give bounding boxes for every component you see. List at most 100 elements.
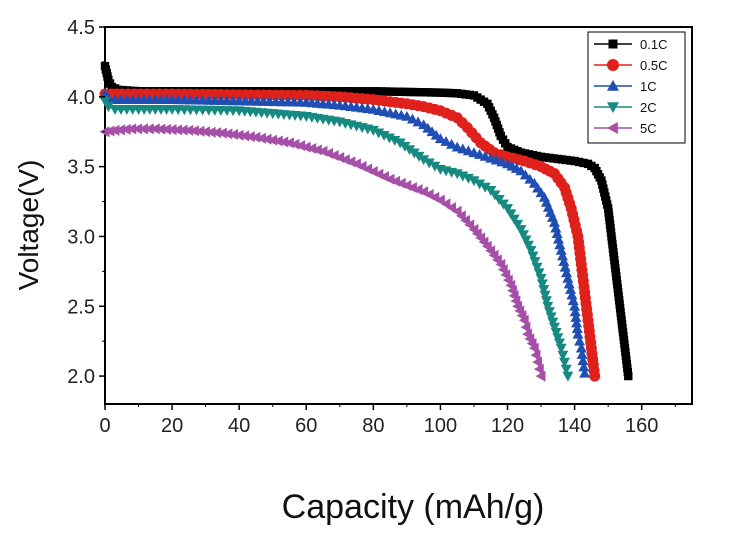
- data-point: [550, 328, 562, 338]
- data-point: [545, 312, 557, 323]
- series-05C: [99, 88, 601, 382]
- data-point: [311, 144, 322, 156]
- data-point: [233, 129, 244, 141]
- data-point: [306, 142, 317, 154]
- data-point: [571, 323, 583, 333]
- data-point: [575, 342, 587, 353]
- data-point: [508, 214, 520, 225]
- data-point: [548, 216, 560, 227]
- x-tick-label: 120: [491, 415, 524, 437]
- data-point: [538, 285, 550, 296]
- data-point: [429, 161, 441, 172]
- data-point: [522, 240, 534, 251]
- series-2C: [99, 96, 574, 382]
- data-point: [479, 182, 491, 193]
- data-point: [300, 141, 311, 153]
- data-point: [533, 268, 545, 279]
- x-tick-label: 0: [99, 415, 110, 437]
- data-point: [250, 131, 261, 143]
- data-point: [569, 300, 581, 311]
- x-axis-title: Capacity (mAh/g): [282, 488, 545, 526]
- x-tick-label: 140: [558, 415, 591, 437]
- data-point: [228, 129, 238, 141]
- y-axis-ticks: 2.0 2.5 3.0 3.5 4.0 4.5: [67, 17, 105, 388]
- data-point: [579, 367, 591, 378]
- data-point: [547, 317, 559, 328]
- data-point: [132, 123, 143, 135]
- data-point: [554, 239, 566, 250]
- data-point: [515, 225, 527, 235]
- data-point: [571, 317, 583, 328]
- data-point: [126, 123, 137, 135]
- data-point: [517, 230, 529, 241]
- legend-label: 0.5C: [640, 58, 667, 73]
- data-point: [502, 204, 514, 215]
- legend-label: 5C: [640, 121, 657, 136]
- data-point: [295, 140, 306, 152]
- data-point: [104, 125, 115, 137]
- data-point: [552, 233, 564, 244]
- data-point: [530, 349, 541, 361]
- data-point: [401, 110, 413, 121]
- data-point: [520, 321, 531, 333]
- data-point: [261, 133, 272, 145]
- legend-label: 1C: [640, 79, 657, 94]
- x-tick-label: 160: [625, 415, 658, 437]
- y-tick-label: 4.0: [67, 87, 95, 109]
- data-point: [440, 135, 452, 146]
- x-tick-label: 80: [362, 415, 384, 437]
- data-point: [394, 138, 406, 149]
- legend-item: 2C: [594, 100, 657, 115]
- series-line: [104, 93, 586, 374]
- data-point: [535, 273, 547, 284]
- data-point: [561, 267, 573, 278]
- data-point: [412, 116, 424, 127]
- y-tick-label: 2.5: [67, 296, 95, 318]
- data-point: [446, 138, 458, 149]
- data-point: [562, 272, 574, 283]
- legend-marker: [607, 102, 619, 113]
- data-point: [560, 364, 572, 375]
- data-point: [569, 306, 581, 317]
- data-point: [211, 127, 222, 139]
- data-point: [434, 133, 446, 144]
- data-point: [557, 250, 569, 261]
- data-point: [183, 124, 194, 136]
- data-point: [525, 246, 537, 256]
- plot-border: [104, 26, 693, 405]
- data-point: [557, 350, 569, 361]
- data-point: [138, 123, 148, 135]
- data-point: [579, 158, 588, 168]
- legend-marker: [607, 80, 619, 91]
- data-point: [143, 123, 154, 135]
- data-point: [289, 138, 300, 150]
- data-point: [562, 371, 574, 382]
- plot-frame: [104, 26, 693, 405]
- data-point: [550, 222, 562, 233]
- data-point: [570, 311, 582, 322]
- data-point: [572, 328, 584, 339]
- data-point: [188, 125, 199, 137]
- data-point: [216, 127, 227, 139]
- data-point: [567, 295, 579, 306]
- series-line: [104, 100, 569, 377]
- data-point: [267, 134, 278, 146]
- data-point: [474, 179, 486, 190]
- legend-marker: [607, 122, 618, 134]
- data-point: [149, 123, 160, 135]
- legend-label: 0.1C: [640, 37, 667, 52]
- data-point: [527, 251, 539, 262]
- legend-marker: [607, 59, 619, 71]
- data-point: [520, 235, 532, 246]
- data-point: [531, 262, 543, 273]
- data-point: [554, 338, 566, 349]
- data-point: [155, 123, 166, 135]
- data-point: [109, 124, 120, 136]
- legend-item: 0.1C: [594, 37, 667, 52]
- data-point: [542, 301, 554, 312]
- x-tick-label: 20: [161, 415, 183, 437]
- data-point: [468, 176, 480, 187]
- series-1C: [99, 88, 591, 378]
- data-point: [536, 279, 548, 290]
